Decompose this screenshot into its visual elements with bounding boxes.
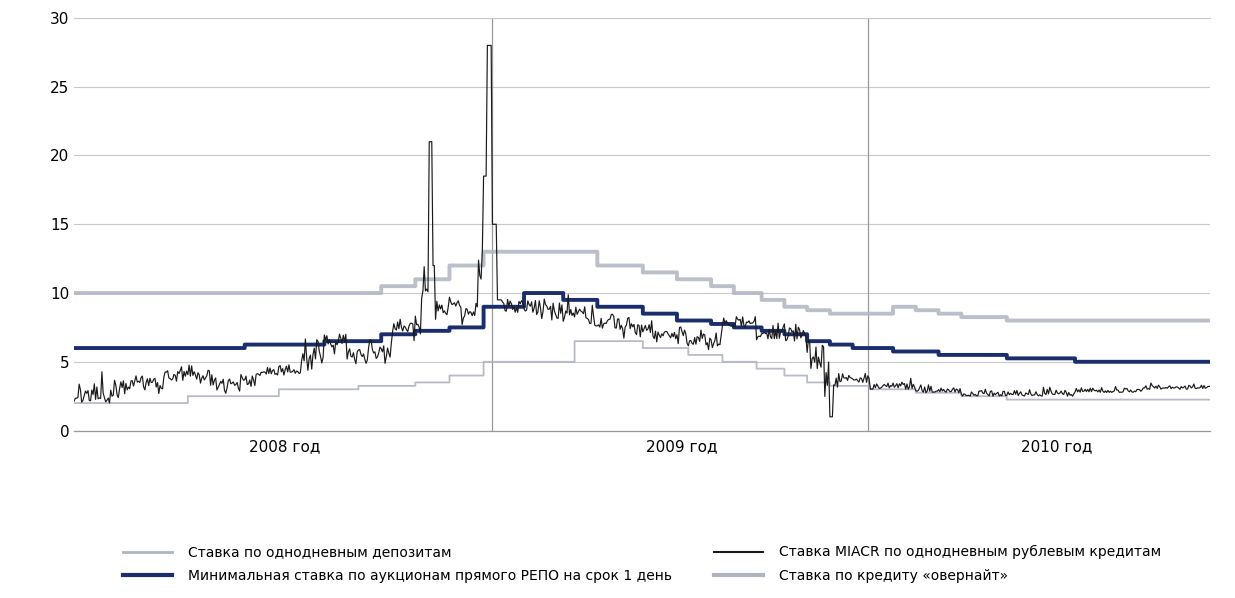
Legend: Ставка по однодневным депозитам, Минимальная ставка по аукционам прямого РЕПО на: Ставка по однодневным депозитам, Минимал… — [117, 540, 1167, 588]
